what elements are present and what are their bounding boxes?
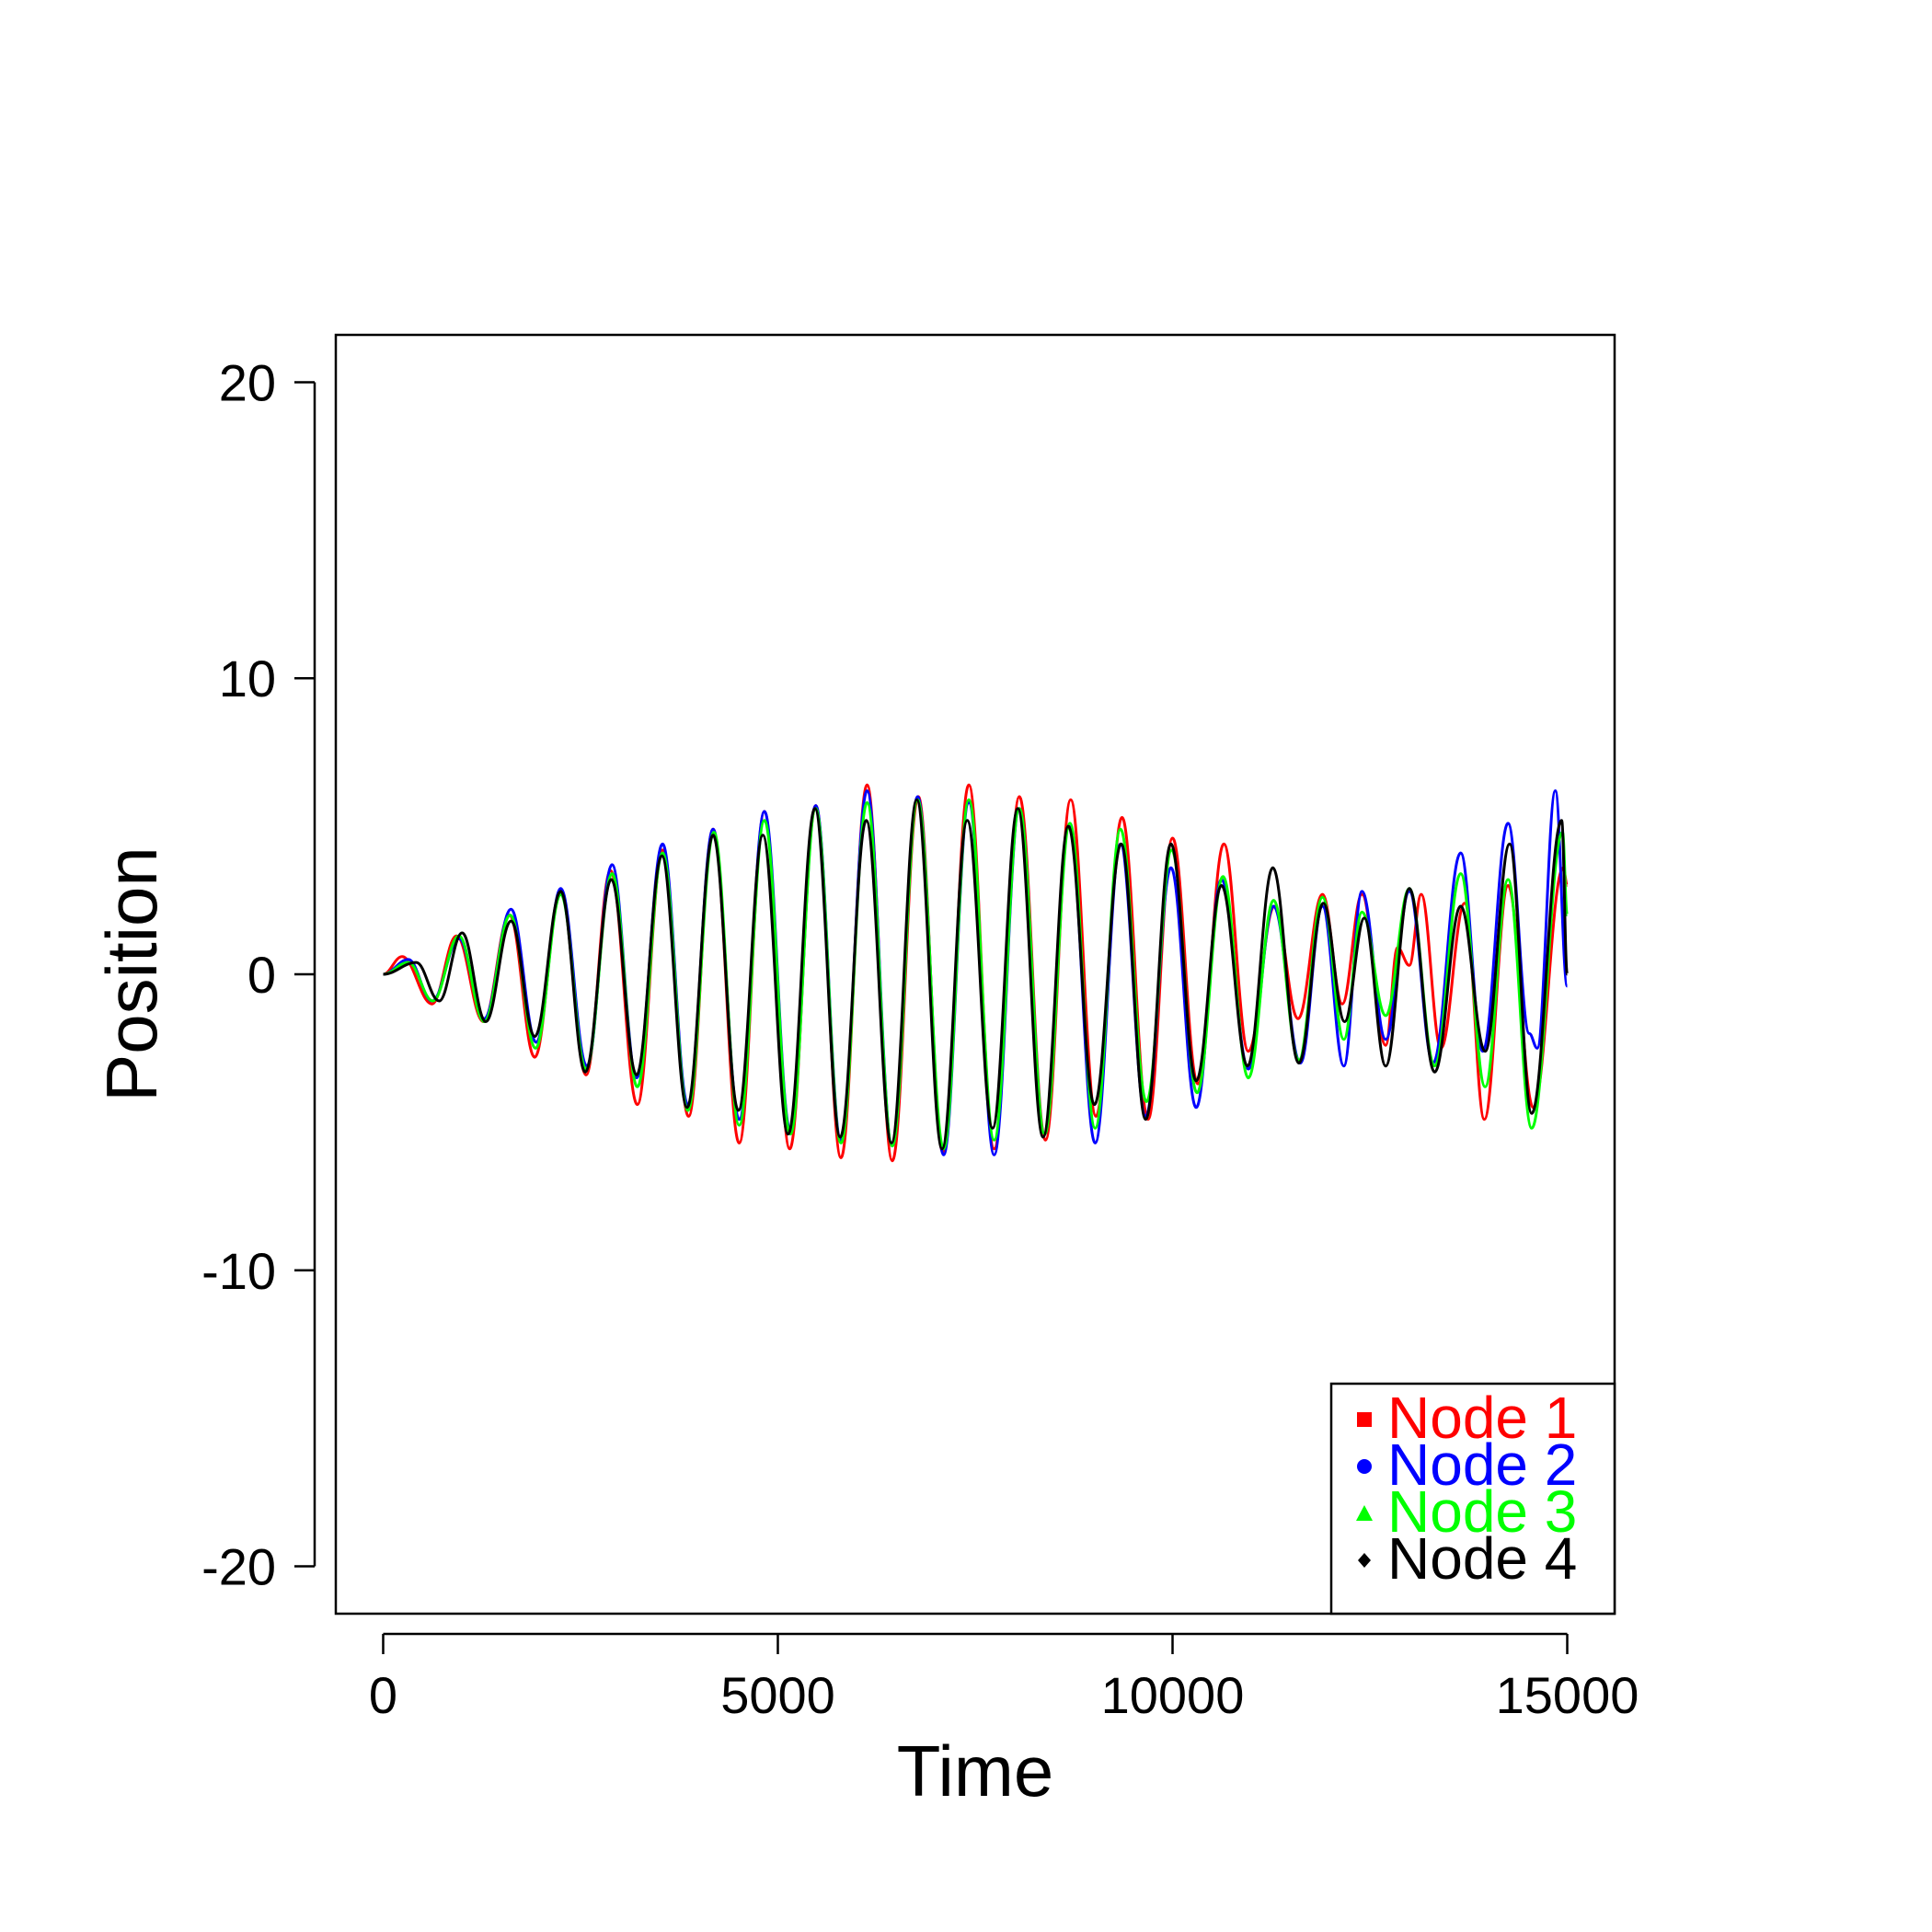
x-tick-label: 10000 (1101, 1666, 1245, 1724)
plot-frame (334, 333, 1616, 1616)
y-tick-label: 10 (219, 650, 276, 707)
y-tick-label: 0 (247, 946, 276, 1004)
legend-label-node-1: Node 1 (1387, 1385, 1577, 1451)
legend-marker-node-2 (1357, 1459, 1372, 1474)
legend-box (1329, 1382, 1616, 1616)
x-tick-label: 0 (369, 1666, 397, 1724)
x-tick-label: 5000 (720, 1666, 835, 1724)
legend-label-node-4: Node 4 (1387, 1525, 1577, 1592)
legend-marker-node-4 (1358, 1553, 1371, 1568)
y-axis-title: Position (91, 846, 172, 1102)
y-tick-label: 20 (219, 353, 276, 411)
series-lines (383, 783, 1569, 1163)
x-axis: 0 5000 10000 15000 (369, 1632, 1639, 1724)
legend-label-node-3: Node 3 (1387, 1478, 1577, 1545)
series-line-node-4 (383, 798, 1569, 1151)
series-line-node-3 (383, 798, 1569, 1151)
y-axis: -20 -10 0 10 20 (201, 353, 316, 1596)
legend-label-node-2: Node 2 (1387, 1432, 1577, 1498)
x-tick-label: 15000 (1496, 1666, 1639, 1724)
x-axis-title: Time (897, 1731, 1053, 1811)
legend-marker-node-1 (1357, 1412, 1372, 1427)
y-tick-label: -10 (201, 1242, 276, 1300)
legend-marker-node-3 (1356, 1505, 1373, 1521)
y-tick-label: -20 (201, 1538, 276, 1596)
